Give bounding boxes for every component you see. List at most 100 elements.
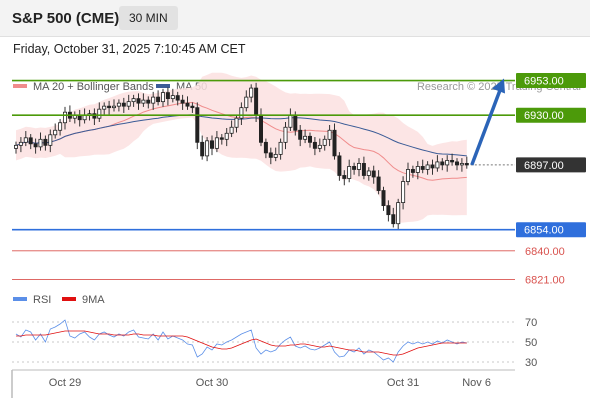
candle-body [97, 108, 102, 119]
indicator-tick-label: 70 [525, 317, 537, 329]
candle-body [43, 138, 48, 146]
candle-body [229, 126, 234, 134]
candle-body [386, 205, 391, 216]
rsi-line [15, 319, 467, 363]
candle-body [234, 117, 239, 128]
chart-header: S&P 500 (CME) 30 MIN [0, 0, 590, 37]
level-label: 6953.00 [524, 76, 564, 88]
candle-body [185, 102, 190, 107]
candle-body [352, 166, 357, 170]
candle-body [102, 105, 107, 110]
candle-body [175, 95, 180, 101]
candle-body [332, 129, 337, 157]
candle-body [33, 143, 38, 148]
bollinger-band [16, 72, 467, 223]
candle-body [376, 176, 381, 191]
level-label: 6840.00 [525, 246, 565, 258]
candle-body [307, 135, 312, 143]
candle-body [136, 98, 141, 104]
candle-body [288, 114, 293, 128]
candle-body [258, 114, 263, 143]
x-tick-label: Oct 30 [196, 377, 228, 389]
candle-body [141, 99, 146, 104]
candle-body [450, 160, 455, 163]
candle-body [195, 107, 200, 143]
legend-label: MA 20 + Bollinger Bands [33, 81, 154, 93]
level-label-box [516, 107, 586, 123]
legend-label: 9MA [82, 294, 105, 306]
candle-body [401, 181, 406, 204]
level-label-box [516, 157, 586, 173]
candle-body [283, 126, 288, 143]
x-tick-label: Nov 6 [462, 377, 491, 389]
legend-swatch [13, 297, 27, 301]
candle-body [23, 137, 28, 143]
candle-body [146, 99, 151, 104]
candle-body [205, 140, 210, 157]
candle-body [214, 137, 219, 149]
candle-body [293, 114, 298, 131]
forecast-arrow-head [492, 78, 505, 94]
candle-body [160, 92, 165, 103]
candle-body [396, 202, 401, 225]
candle-body [190, 105, 195, 109]
candle-body [430, 164, 435, 169]
candle-body [165, 92, 170, 100]
legend-swatch [156, 84, 170, 88]
candle-body [298, 129, 303, 140]
candle-body [342, 175, 347, 179]
candle-body [180, 99, 185, 104]
candle-body [464, 163, 469, 166]
legend-label: RSI [33, 294, 51, 306]
x-tick-label: Oct 29 [49, 377, 81, 389]
candle-body [156, 96, 161, 103]
candle-body [63, 111, 68, 124]
candle-body [445, 160, 450, 166]
candle-body [170, 95, 175, 100]
candle-body [28, 137, 33, 145]
level-label: 6821.00 [525, 274, 565, 286]
candle-body [371, 170, 376, 178]
candle-body [361, 163, 366, 176]
candle-body [116, 102, 121, 107]
level-label: 6854.00 [524, 225, 564, 237]
level-label-box [516, 222, 586, 238]
rsi-ma-line [16, 330, 467, 356]
candle-body [48, 134, 53, 146]
candle-body [219, 137, 224, 140]
candle-body [405, 169, 410, 182]
level-label: 6897.00 [524, 160, 564, 172]
candle-body [53, 129, 58, 136]
candle-body [440, 161, 445, 166]
legend-swatch [62, 297, 76, 301]
candle-body [151, 96, 156, 104]
candle-body [454, 161, 459, 166]
candle-body [13, 144, 18, 149]
candle-body [347, 166, 352, 179]
candle-body [200, 141, 205, 157]
x-tick-label: Oct 31 [387, 377, 419, 389]
candle-body [337, 155, 342, 176]
candle-body [224, 132, 229, 140]
candle-body [18, 141, 23, 146]
candle-body [107, 105, 112, 109]
candles-group [13, 82, 469, 229]
candle-body [420, 166, 425, 170]
candle-body [209, 140, 214, 149]
level-label: 6930.00 [524, 110, 564, 122]
chart-datetime: Friday, October 31, 2025 7:10:45 AM CET [13, 42, 246, 56]
candle-body [459, 163, 464, 166]
candle-body [121, 102, 126, 107]
candle-body [415, 166, 420, 173]
interval-button[interactable]: 30 MIN [119, 6, 178, 30]
instrument-title: S&P 500 (CME) [12, 10, 120, 27]
candle-body [322, 138, 327, 146]
candle-body [435, 161, 440, 169]
level-label-box [516, 73, 586, 89]
candle-body [327, 129, 332, 140]
candle-body [112, 105, 117, 109]
indicator-tick-label: 50 [525, 337, 537, 349]
candle-body [38, 138, 43, 148]
